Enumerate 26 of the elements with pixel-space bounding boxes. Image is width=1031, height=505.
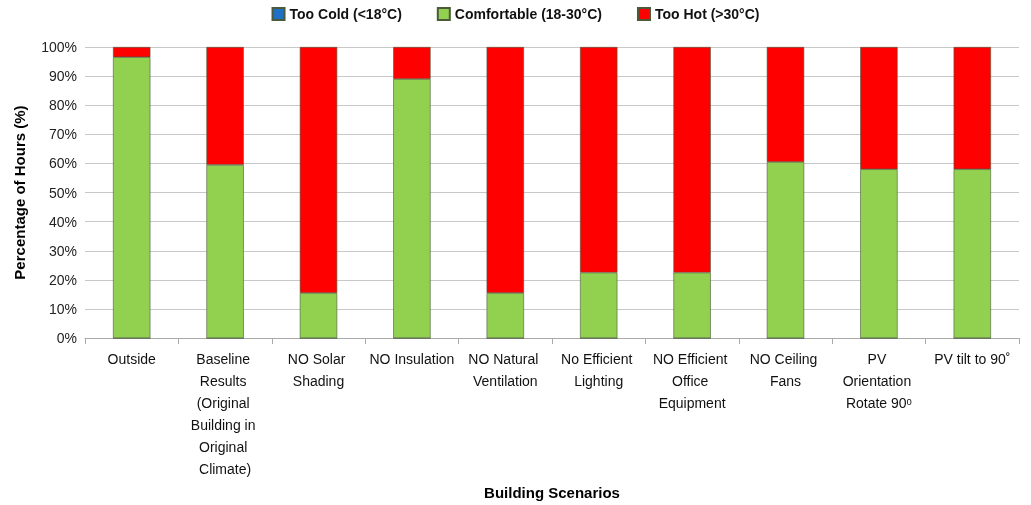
legend-label: Comfortable (18-30°C) — [454, 6, 602, 22]
legend-label: Too Cold (<18°C) — [289, 6, 402, 22]
y-tick-label: 60% — [48, 155, 77, 172]
x-tick-label: Baseline Results (Original Building in Original Climate) — [190, 351, 260, 478]
y-tick-label: 20% — [48, 271, 77, 288]
y-tick-label: 70% — [48, 126, 77, 143]
x-tick-label: NO Efficient Office Equipment — [652, 351, 732, 412]
x-tick-label: Outside — [107, 351, 157, 368]
x-axis-title: Building Scenarios — [484, 484, 620, 501]
x-tick-label: PV Orientation Rotate 90ᵒ — [842, 351, 916, 412]
y-tick-label: 30% — [48, 242, 77, 259]
x-tick-label: NO Ceiling Fans — [749, 351, 822, 390]
y-tick-label: 50% — [48, 184, 77, 201]
y-tick-label: 100% — [41, 39, 77, 55]
y-axis-title: Percentage of Hours (%) — [11, 105, 28, 280]
y-tick-label: 90% — [48, 68, 77, 85]
x-tick-label: NO Solar Shading — [287, 351, 350, 390]
y-tick-label: 80% — [48, 97, 77, 114]
x-tick-label: PV tilt to 90˚ — [934, 351, 1011, 368]
y-tick-label: 40% — [48, 213, 77, 230]
y-tick-label: 10% — [48, 300, 77, 317]
x-tick-label: NO Insulation — [369, 351, 455, 368]
x-tick-label: No Efficient Lighting — [561, 351, 637, 390]
legend-label: Too Hot (>30°C) — [654, 6, 760, 22]
x-tick-label: NO Natural Ventilation — [468, 351, 543, 390]
y-tick-label: 0% — [56, 330, 77, 347]
